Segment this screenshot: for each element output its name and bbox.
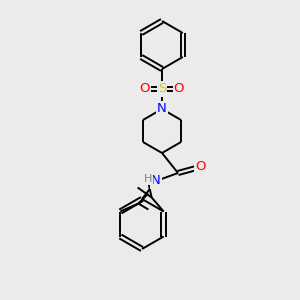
Text: O: O [174, 82, 184, 95]
Text: S: S [158, 82, 166, 95]
Text: N: N [151, 175, 161, 188]
Text: O: O [195, 160, 205, 173]
Text: N: N [157, 103, 167, 116]
Text: H: H [144, 174, 152, 184]
Text: O: O [140, 82, 150, 95]
